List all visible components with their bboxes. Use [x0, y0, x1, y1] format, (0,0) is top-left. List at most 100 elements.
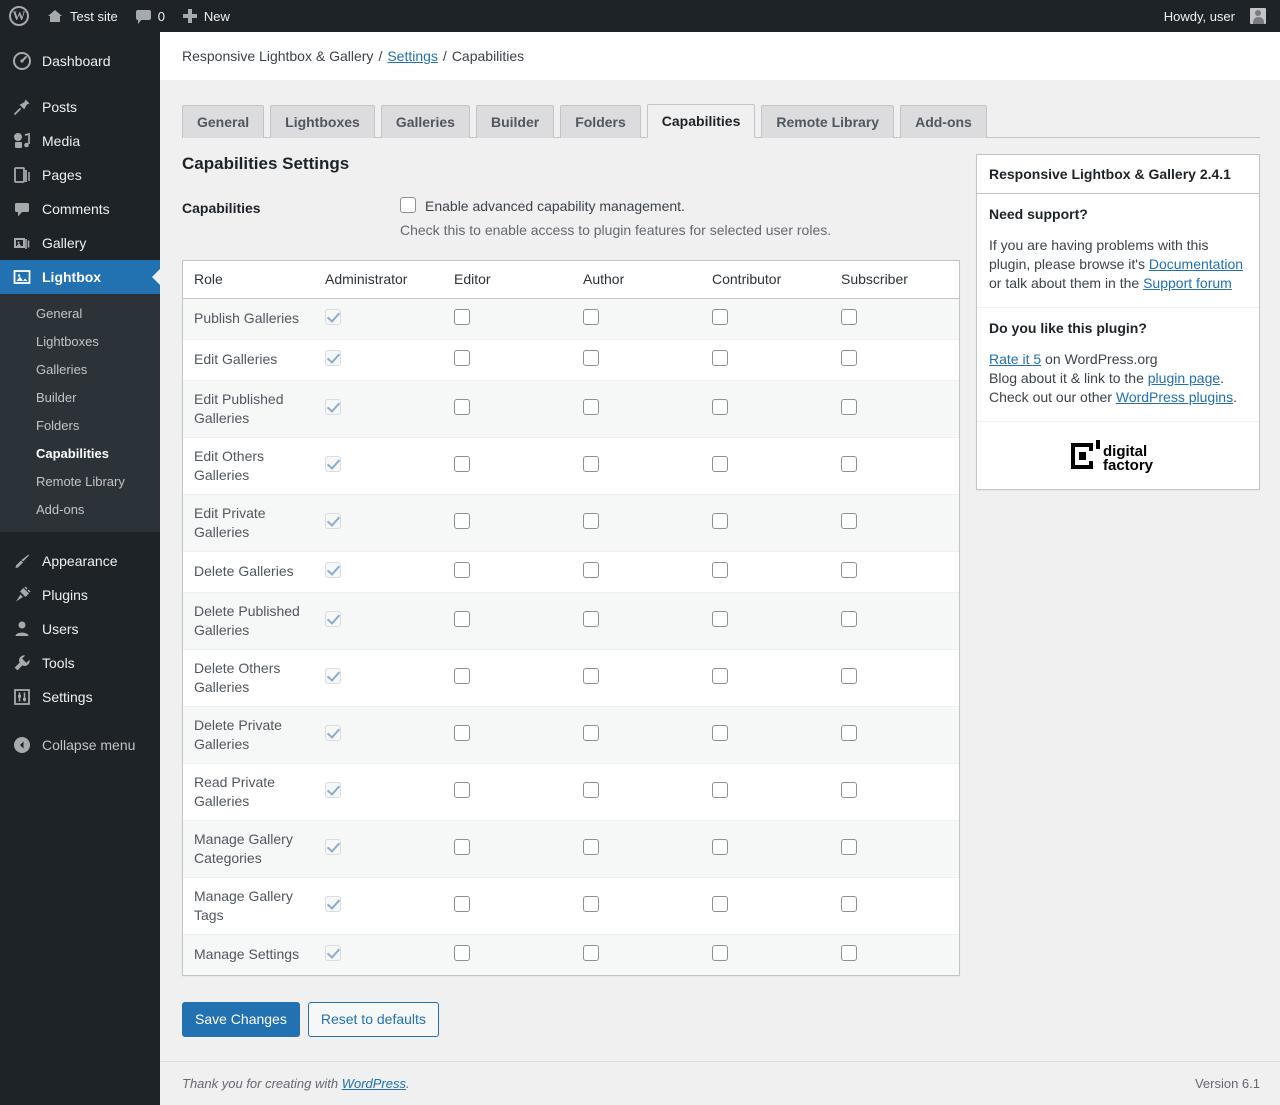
tab-builder[interactable]: Builder — [475, 105, 555, 138]
sidebar-item-plugins[interactable]: Plugins — [0, 578, 160, 612]
wp-logo-menu[interactable]: W — [0, 0, 38, 32]
site-name-menu[interactable]: Test site — [38, 0, 127, 32]
wordpress-link[interactable]: WordPress — [341, 1076, 406, 1091]
submenu-item-galleries[interactable]: Galleries — [36, 362, 88, 377]
capability-checkbox-subscriber[interactable] — [841, 944, 857, 961]
submenu-item-capabilities[interactable]: Capabilities — [36, 446, 109, 461]
documentation-link[interactable]: Documentation — [1148, 255, 1244, 272]
capability-checkbox-editor[interactable] — [454, 895, 470, 912]
sidebar-item-lightbox[interactable]: Lightbox — [0, 260, 160, 294]
capability-checkbox-editor[interactable] — [454, 455, 470, 472]
sidebar-item-appearance[interactable]: Appearance — [0, 544, 160, 578]
capability-checkbox-author[interactable] — [583, 667, 599, 684]
capability-checkbox-editor[interactable] — [454, 667, 470, 684]
capability-checkbox-author[interactable] — [583, 610, 599, 627]
capability-checkbox-editor[interactable] — [454, 610, 470, 627]
submenu-item-remote-library[interactable]: Remote Library — [36, 474, 125, 489]
capability-checkbox-contributor[interactable] — [712, 561, 728, 578]
capability-checkbox-subscriber[interactable] — [841, 724, 857, 741]
wordpress-plugins-link[interactable]: WordPress plugins — [1115, 388, 1234, 405]
plugin-page-link[interactable]: plugin page — [1147, 369, 1221, 386]
tab-general[interactable]: General — [182, 105, 265, 138]
capability-checkbox-author[interactable] — [583, 838, 599, 855]
support-forum-link[interactable]: Support forum — [1143, 274, 1232, 291]
capability-checkbox-author[interactable] — [583, 349, 599, 366]
sidebar-item-dashboard[interactable]: Dashboard — [0, 44, 160, 78]
breadcrumb-settings-link[interactable]: Settings — [387, 48, 438, 64]
tab-capabilities[interactable]: Capabilities — [646, 104, 756, 138]
capability-checkbox-contributor[interactable] — [712, 308, 728, 325]
capability-checkbox-subscriber[interactable] — [841, 781, 857, 798]
enable-capability-label[interactable]: Enable advanced capability management. — [425, 197, 685, 214]
capability-checkbox-editor[interactable] — [454, 944, 470, 961]
sidebar-item-media[interactable]: Media — [0, 124, 160, 158]
capability-checkbox-subscriber[interactable] — [841, 895, 857, 912]
tab-add-ons[interactable]: Add-ons — [900, 105, 987, 138]
comments-bubble[interactable]: 0 — [127, 0, 174, 32]
rate-it-link[interactable]: Rate it 5 — [989, 350, 1042, 367]
capability-checkbox-editor[interactable] — [454, 781, 470, 798]
capability-checkbox-subscriber[interactable] — [841, 838, 857, 855]
capability-checkbox-subscriber[interactable] — [841, 512, 857, 529]
capability-checkbox-contributor[interactable] — [712, 610, 728, 627]
capability-checkbox-contributor[interactable] — [712, 667, 728, 684]
submenu-item-add-ons[interactable]: Add-ons — [36, 502, 85, 517]
capability-checkbox-subscriber[interactable] — [841, 455, 857, 472]
tab-folders[interactable]: Folders — [560, 105, 641, 138]
submenu-item-builder[interactable]: Builder — [36, 390, 77, 405]
capability-checkbox-contributor[interactable] — [712, 455, 728, 472]
sidebar-item-comments[interactable]: Comments — [0, 192, 160, 226]
submenu-item-general[interactable]: General — [36, 306, 83, 321]
capability-checkbox-author[interactable] — [583, 455, 599, 472]
capability-checkbox-editor[interactable] — [454, 512, 470, 529]
capability-checkbox-editor[interactable] — [454, 308, 470, 325]
sidebar-item-users[interactable]: Users — [0, 612, 160, 646]
capability-checkbox-contributor[interactable] — [712, 724, 728, 741]
capability-checkbox-contributor[interactable] — [712, 895, 728, 912]
capability-checkbox-editor[interactable] — [454, 561, 470, 578]
capability-checkbox-author[interactable] — [583, 308, 599, 325]
sidebar-item-posts[interactable]: Posts — [0, 90, 160, 124]
tab-remote-library[interactable]: Remote Library — [761, 105, 895, 138]
capability-checkbox-editor[interactable] — [454, 349, 470, 366]
capability-checkbox-author[interactable] — [583, 561, 599, 578]
save-changes-button[interactable]: Save Changes — [182, 1001, 300, 1037]
capabilities-table-head: Role Administrator Editor Author Contrib… — [183, 260, 959, 299]
sidebar-item-pages[interactable]: Pages — [0, 158, 160, 192]
capability-checkbox-subscriber[interactable] — [841, 610, 857, 627]
capability-checkbox-contributor[interactable] — [712, 944, 728, 961]
capability-checkbox-editor[interactable] — [454, 838, 470, 855]
capability-checkbox-contributor[interactable] — [712, 512, 728, 529]
submenu-item-folders[interactable]: Folders — [36, 418, 80, 433]
capability-checkbox-author[interactable] — [583, 944, 599, 961]
capability-checkbox-subscriber[interactable] — [841, 308, 857, 325]
sidebar-item-tools[interactable]: Tools — [0, 646, 160, 680]
tab-lightboxes[interactable]: Lightboxes — [270, 105, 375, 138]
other-period: . — [1233, 388, 1237, 405]
capability-checkbox-subscriber[interactable] — [841, 398, 857, 415]
my-account-menu[interactable]: Howdy, user — [1155, 0, 1280, 32]
collapse-menu-button[interactable]: Collapse menu — [0, 728, 160, 762]
capability-checkbox-contributor[interactable] — [712, 349, 728, 366]
submenu-item-lightboxes[interactable]: Lightboxes — [36, 334, 99, 349]
capability-checkbox-contributor[interactable] — [712, 781, 728, 798]
enable-capability-checkbox[interactable] — [400, 196, 416, 213]
sidebar-item-gallery[interactable]: Gallery — [0, 226, 160, 260]
capability-checkbox-author[interactable] — [583, 895, 599, 912]
capability-checkbox-contributor[interactable] — [712, 838, 728, 855]
sidebar-item-settings[interactable]: Settings — [0, 680, 160, 714]
reset-to-defaults-button[interactable]: Reset to defaults — [307, 1001, 439, 1037]
capability-checkbox-subscriber[interactable] — [841, 561, 857, 578]
main-area: Capabilities Settings Capabilities Enabl… — [160, 138, 1280, 1037]
new-content-menu[interactable]: New — [174, 0, 239, 32]
capability-checkbox-author[interactable] — [583, 512, 599, 529]
capability-checkbox-author[interactable] — [583, 724, 599, 741]
capability-checkbox-subscriber[interactable] — [841, 349, 857, 366]
capability-checkbox-editor[interactable] — [454, 724, 470, 741]
capability-checkbox-editor[interactable] — [454, 398, 470, 415]
tab-galleries[interactable]: Galleries — [380, 105, 470, 138]
capability-checkbox-author[interactable] — [583, 398, 599, 415]
capability-checkbox-contributor[interactable] — [712, 398, 728, 415]
capability-checkbox-author[interactable] — [583, 781, 599, 798]
capability-checkbox-subscriber[interactable] — [841, 667, 857, 684]
